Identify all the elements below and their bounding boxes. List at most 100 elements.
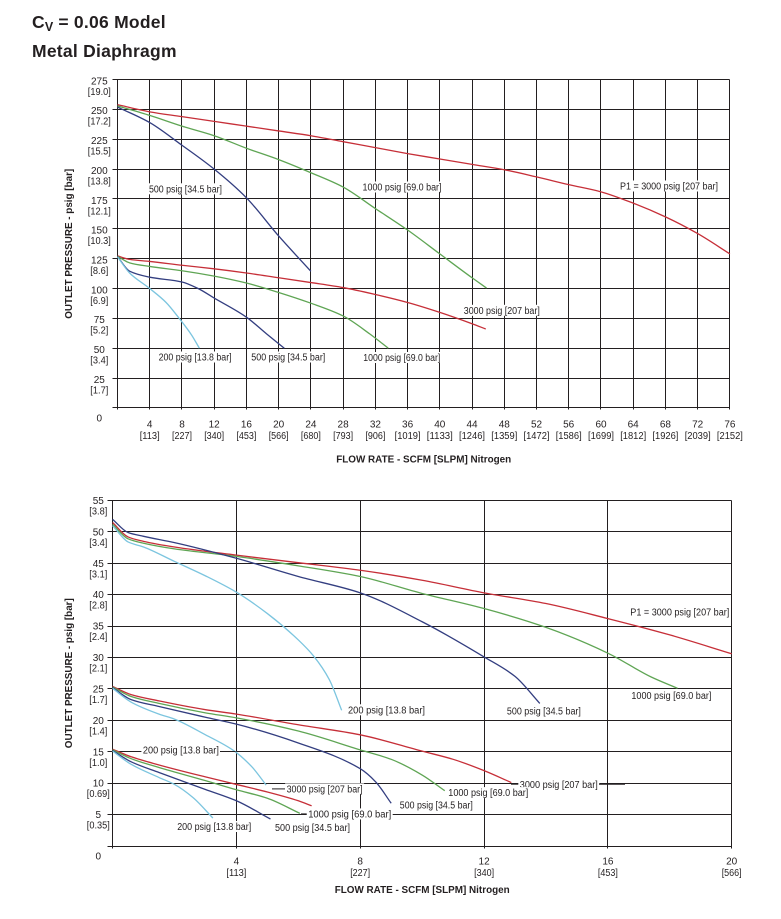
svg-text:24: 24 [305,419,317,430]
svg-text:44: 44 [466,419,478,430]
svg-text:72: 72 [692,419,704,430]
svg-text:0: 0 [96,852,102,863]
svg-text:500 psig [34.5 bar]: 500 psig [34.5 bar] [149,184,222,195]
svg-text:FLOW RATE - SCFM [SLPM] Nitrog: FLOW RATE - SCFM [SLPM] Nitrogen [335,885,510,896]
svg-text:[566]: [566] [269,431,289,442]
svg-text:[113]: [113] [226,868,246,879]
svg-text:[906]: [906] [365,431,385,442]
svg-text:OUTLET PRESSURE - psig [bar]: OUTLET PRESSURE - psig [bar] [64,598,75,748]
svg-text:[2039]: [2039] [685,431,711,442]
svg-text:12: 12 [209,419,221,430]
svg-text:500 psig [34.5 bar]: 500 psig [34.5 bar] [251,353,325,364]
svg-text:[3.1]: [3.1] [89,569,107,580]
svg-text:500 psig [34.5 bar]: 500 psig [34.5 bar] [400,801,473,812]
svg-text:[1359]: [1359] [491,431,517,442]
svg-text:500 psig [34.5 bar]: 500 psig [34.5 bar] [275,823,350,834]
svg-text:25: 25 [94,375,106,386]
svg-text:60: 60 [595,419,607,430]
svg-text:10: 10 [93,779,105,790]
svg-text:[17.2]: [17.2] [88,117,111,128]
svg-text:[1.7]: [1.7] [89,695,107,706]
svg-text:[1.7]: [1.7] [90,385,108,396]
svg-text:[566]: [566] [722,868,742,879]
svg-text:P1 = 3000 psig [207 bar]: P1 = 3000 psig [207 bar] [630,607,729,618]
svg-text:[6.9]: [6.9] [90,296,108,307]
svg-text:[3.4]: [3.4] [89,538,107,549]
svg-text:[2.1]: [2.1] [89,664,107,675]
svg-text:200: 200 [91,166,108,177]
svg-text:500 psig [34.5 bar]: 500 psig [34.5 bar] [507,707,581,718]
svg-text:[12.1]: [12.1] [88,206,111,217]
svg-text:200 psig [13.8 bar]: 200 psig [13.8 bar] [143,745,219,756]
svg-text:55: 55 [93,496,105,507]
svg-text:8: 8 [179,419,185,430]
svg-text:30: 30 [93,653,105,664]
svg-text:4: 4 [147,419,153,430]
svg-text:40: 40 [434,419,446,430]
svg-text:275: 275 [91,76,108,87]
svg-text:150: 150 [91,226,108,237]
svg-text:[453]: [453] [236,431,256,442]
svg-text:[1133]: [1133] [427,431,453,442]
svg-text:[2.8]: [2.8] [89,601,107,612]
svg-text:[5.2]: [5.2] [90,326,108,337]
svg-text:1000 psig [69.0 bar]: 1000 psig [69.0 bar] [363,183,442,194]
svg-text:225: 225 [91,136,108,147]
svg-text:200 psig [13.8 bar]: 200 psig [13.8 bar] [177,822,251,833]
svg-text:[19.0]: [19.0] [88,87,111,98]
svg-text:[1586]: [1586] [556,431,582,442]
svg-text:[340]: [340] [474,868,494,879]
svg-text:1000 psig [69.0 bar]: 1000 psig [69.0 bar] [308,810,391,821]
svg-text:20: 20 [726,857,738,868]
svg-text:[113]: [113] [140,431,160,442]
svg-text:20: 20 [93,716,105,727]
svg-text:64: 64 [628,419,640,430]
svg-text:100: 100 [91,285,108,296]
svg-text:175: 175 [91,196,108,207]
svg-text:[340]: [340] [204,431,224,442]
svg-text:250: 250 [91,106,108,117]
svg-text:1000 psig [69.0 bar]: 1000 psig [69.0 bar] [631,691,711,702]
svg-text:12: 12 [479,857,491,868]
svg-text:[15.5]: [15.5] [88,147,111,158]
svg-text:75: 75 [94,315,106,326]
svg-text:OUTLET PRESSURE - psig [bar]: OUTLET PRESSURE - psig [bar] [64,169,75,319]
svg-text:8: 8 [357,857,363,868]
svg-text:[1.4]: [1.4] [89,726,107,737]
svg-text:[1926]: [1926] [652,431,678,442]
svg-text:FLOW RATE - SCFM [SLPM] Nitrog: FLOW RATE - SCFM [SLPM] Nitrogen [336,454,511,465]
svg-text:50: 50 [93,527,105,538]
svg-text:[2.4]: [2.4] [89,632,107,643]
svg-text:[10.3]: [10.3] [88,236,111,247]
svg-text:[1812]: [1812] [620,431,646,442]
svg-text:[793]: [793] [333,431,353,442]
svg-text:[1699]: [1699] [588,431,614,442]
svg-text:40: 40 [93,590,105,601]
svg-text:[680]: [680] [301,431,321,442]
svg-text:3000 psig [207 bar]: 3000 psig [207 bar] [464,306,540,317]
svg-text:[1246]: [1246] [459,431,485,442]
svg-text:48: 48 [499,419,511,430]
svg-text:32: 32 [370,419,382,430]
svg-text:16: 16 [602,857,614,868]
svg-text:68: 68 [660,419,672,430]
svg-text:16: 16 [241,419,253,430]
svg-text:0: 0 [97,413,103,424]
svg-text:3000 psig [207 bar]: 3000 psig [207 bar] [287,785,363,796]
svg-text:[3.4]: [3.4] [90,356,108,367]
svg-text:[8.6]: [8.6] [90,266,108,277]
svg-text:28: 28 [338,419,350,430]
svg-text:[0.69]: [0.69] [87,789,110,800]
svg-text:56: 56 [563,419,575,430]
svg-text:45: 45 [93,559,105,570]
svg-text:3000 psig [207 bar]: 3000 psig [207 bar] [520,780,598,791]
svg-text:[1019]: [1019] [395,431,421,442]
svg-text:52: 52 [531,419,543,430]
svg-text:20: 20 [273,419,285,430]
svg-text:[453]: [453] [598,868,618,879]
svg-text:1000 psig [69.0 bar]: 1000 psig [69.0 bar] [363,353,440,364]
svg-text:[13.8]: [13.8] [88,176,111,187]
svg-text:200 psig [13.8 bar]: 200 psig [13.8 bar] [348,705,425,716]
svg-text:P1 = 3000 psig [207 bar]: P1 = 3000 psig [207 bar] [620,182,718,193]
svg-text:1000 psig [69.0 bar]: 1000 psig [69.0 bar] [448,788,528,799]
